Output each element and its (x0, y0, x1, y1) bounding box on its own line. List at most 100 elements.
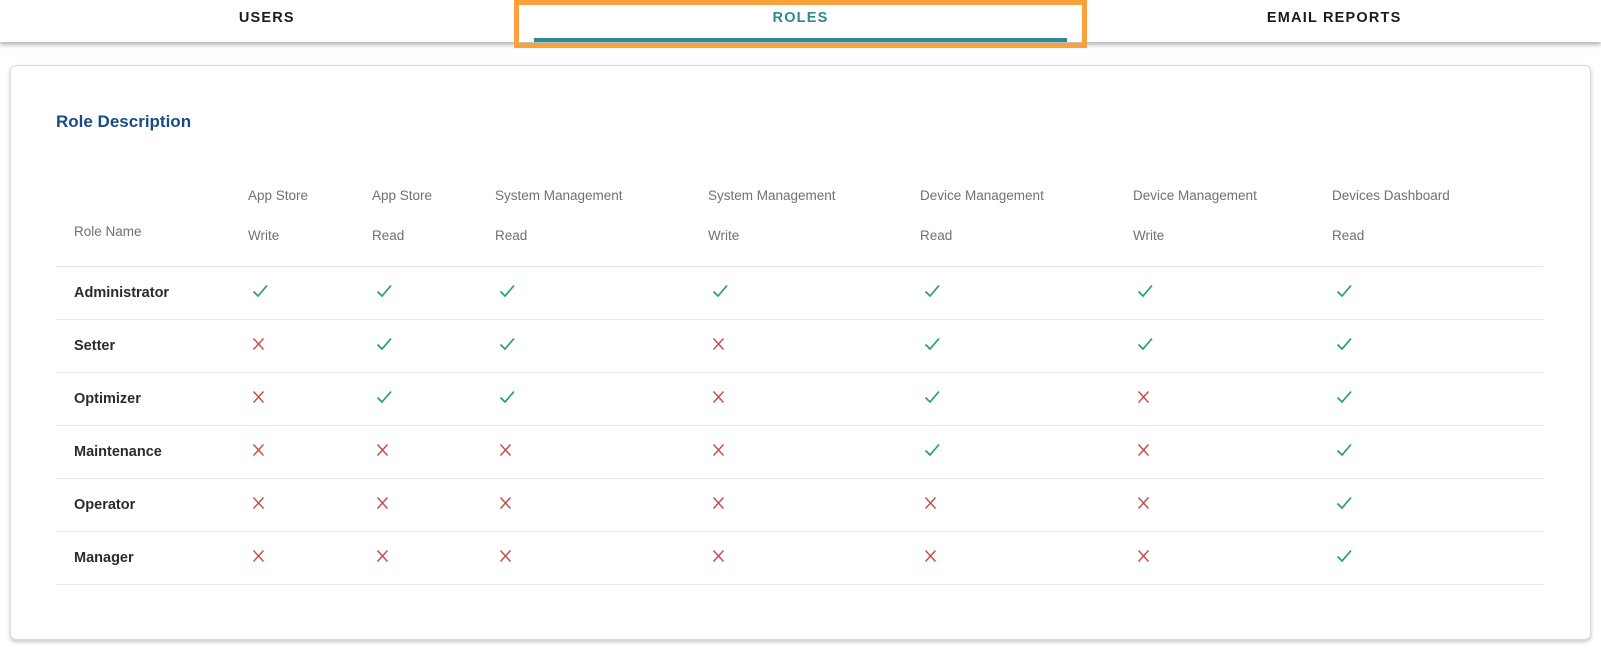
cross-icon (499, 549, 512, 563)
role-name-cell: Manager (56, 531, 246, 585)
permission-denied-cell (370, 531, 493, 585)
check-icon (1336, 337, 1353, 351)
column-perm-label: Read (1332, 228, 1365, 243)
cross-icon (499, 443, 512, 457)
role-description-card: Role Description Role Name App Store Wri… (10, 65, 1591, 640)
column-group-label: Devices Dashboard (1332, 188, 1450, 203)
permission-denied-cell (246, 319, 370, 373)
column-group-label: Device Management (1133, 188, 1257, 203)
column-group-label: System Management (708, 188, 836, 203)
permission-granted-cell (370, 372, 493, 426)
column-header-system-management-write: System Management Write (706, 182, 918, 267)
permission-denied-cell (1131, 372, 1330, 426)
permission-granted-cell (493, 319, 706, 373)
column-perm-label: Write (708, 228, 740, 243)
permission-granted-cell (1131, 319, 1330, 373)
cross-icon (712, 549, 725, 563)
table-row: Setter (56, 319, 1543, 373)
permission-granted-cell (918, 425, 1131, 479)
permission-granted-cell (1330, 478, 1543, 532)
permission-granted-cell (1330, 425, 1543, 479)
permission-granted-cell (246, 266, 370, 320)
permission-granted-cell (918, 372, 1131, 426)
permission-granted-cell (493, 266, 706, 320)
cross-icon (376, 443, 389, 457)
permission-granted-cell (370, 266, 493, 320)
permission-granted-cell (1330, 319, 1543, 373)
cross-icon (252, 443, 265, 457)
cross-icon (252, 337, 265, 351)
column-header-app-store-write: App Store Write (246, 182, 370, 267)
permission-denied-cell (1131, 425, 1330, 479)
permission-denied-cell (370, 478, 493, 532)
tab-bar: USERS ROLES EMAIL REPORTS (0, 0, 1601, 48)
role-name-cell: Optimizer (56, 372, 246, 426)
role-table-body: Administrator Setter Optimizer Maintenan… (56, 266, 1543, 585)
role-name-header: Role Name (56, 182, 246, 267)
permission-denied-cell (246, 372, 370, 426)
permission-denied-cell (706, 478, 918, 532)
cross-icon (376, 549, 389, 563)
permission-granted-cell (706, 266, 918, 320)
column-group-label: App Store (372, 188, 433, 203)
column-perm-label: Read (920, 228, 953, 243)
permission-denied-cell (706, 372, 918, 426)
check-icon (1137, 284, 1154, 298)
role-name-cell: Setter (56, 319, 246, 373)
column-group-label: System Management (495, 188, 623, 203)
permission-granted-cell (1330, 266, 1543, 320)
role-name-cell: Operator (56, 478, 246, 532)
permission-granted-cell (918, 319, 1131, 373)
table-header-row: Role Name App Store Write App Store Read… (56, 182, 1543, 267)
role-permissions-table: Role Name App Store Write App Store Read… (56, 182, 1543, 585)
table-row: Administrator (56, 266, 1543, 320)
cross-icon (499, 496, 512, 510)
permission-denied-cell (246, 478, 370, 532)
column-perm-label: Write (248, 228, 280, 243)
permission-denied-cell (493, 531, 706, 585)
permission-denied-cell (918, 531, 1131, 585)
check-icon (499, 337, 516, 351)
role-name-cell: Administrator (56, 266, 246, 320)
cross-icon (924, 549, 937, 563)
column-perm-label: Read (372, 228, 405, 243)
table-row: Maintenance (56, 425, 1543, 479)
check-icon (924, 390, 941, 404)
permission-denied-cell (246, 531, 370, 585)
permission-denied-cell (706, 425, 918, 479)
check-icon (924, 284, 941, 298)
check-icon (1336, 443, 1353, 457)
check-icon (712, 284, 729, 298)
check-icon (376, 390, 393, 404)
permission-denied-cell (918, 478, 1131, 532)
check-icon (252, 284, 269, 298)
permission-denied-cell (706, 319, 918, 373)
page-title: Role Description (56, 112, 192, 131)
cross-icon (712, 496, 725, 510)
permission-denied-cell (1131, 531, 1330, 585)
permission-denied-cell (493, 478, 706, 532)
table-row: Optimizer (56, 372, 1543, 426)
permission-granted-cell (493, 372, 706, 426)
tab-roles[interactable]: ROLES (772, 9, 829, 26)
cross-icon (376, 496, 389, 510)
permission-denied-cell (370, 425, 493, 479)
tab-users[interactable]: USERS (238, 9, 295, 26)
permission-denied-cell (246, 425, 370, 479)
check-icon (1336, 496, 1353, 510)
check-icon (499, 390, 516, 404)
cross-icon (252, 390, 265, 404)
column-header-device-management-read: Device Management Read (918, 182, 1131, 267)
cross-icon (1137, 443, 1150, 457)
check-icon (924, 337, 941, 351)
check-icon (924, 443, 941, 457)
table-row: Manager (56, 531, 1543, 585)
column-header-devices-dashboard-read: Devices Dashboard Read (1330, 182, 1543, 267)
check-icon (1336, 284, 1353, 298)
permission-denied-cell (493, 425, 706, 479)
permission-denied-cell (1131, 478, 1330, 532)
check-icon (1137, 337, 1154, 351)
column-group-label: Device Management (920, 188, 1044, 203)
check-icon (1336, 549, 1353, 563)
tab-email-reports[interactable]: EMAIL REPORTS (1266, 9, 1402, 26)
